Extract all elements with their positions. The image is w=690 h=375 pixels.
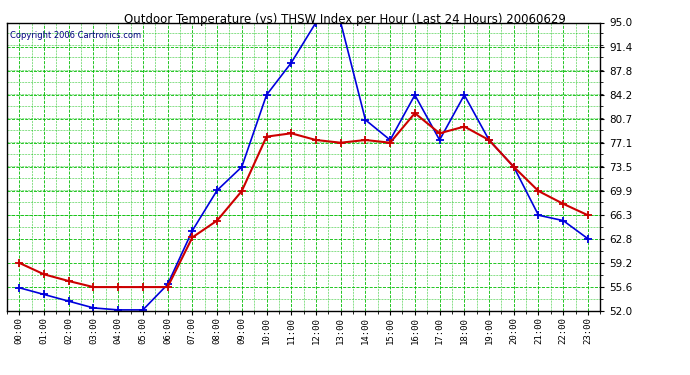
Text: Copyright 2006 Cartronics.com: Copyright 2006 Cartronics.com	[10, 31, 141, 40]
Text: Outdoor Temperature (vs) THSW Index per Hour (Last 24 Hours) 20060629: Outdoor Temperature (vs) THSW Index per …	[124, 13, 566, 26]
